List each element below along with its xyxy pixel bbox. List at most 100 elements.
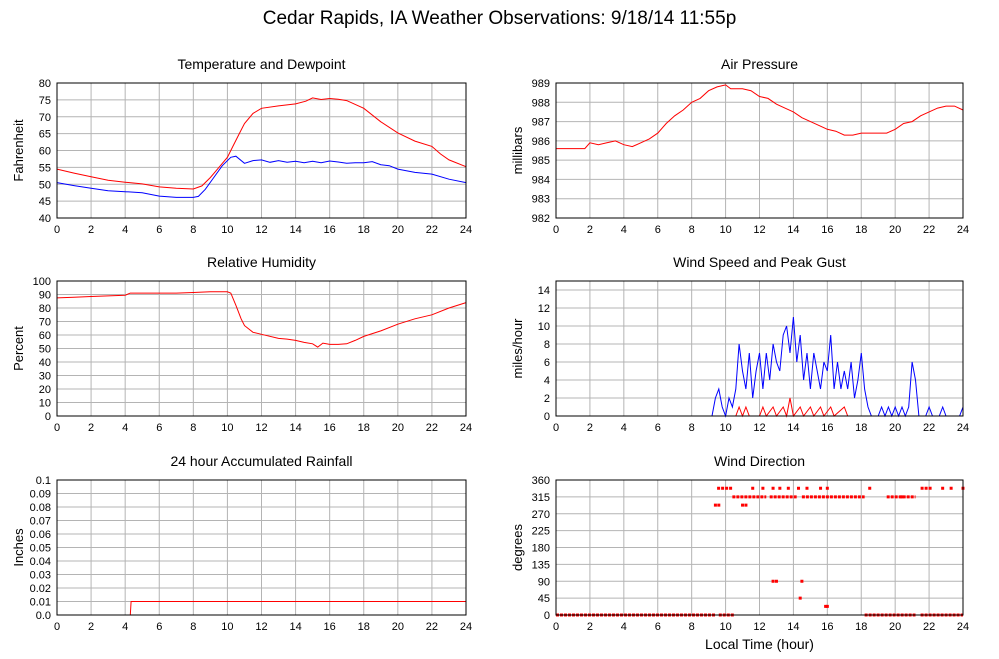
y-axis-label: Percent xyxy=(11,326,26,371)
direction-point xyxy=(774,579,778,583)
y-tick-label: 315 xyxy=(532,492,550,504)
x-tick-label: 14 xyxy=(289,224,301,236)
x-tick-label: 0 xyxy=(553,224,559,236)
y-tick-label: 0.06 xyxy=(30,529,51,541)
y-tick-label: 80 xyxy=(39,303,51,315)
x-tick-label: 10 xyxy=(719,422,731,434)
x-tick-label: 16 xyxy=(324,224,336,236)
direction-point xyxy=(800,579,804,583)
x-tick-label: 6 xyxy=(156,422,162,434)
direction-point xyxy=(949,486,953,490)
y-tick-label: 55 xyxy=(39,162,51,174)
x-tick-label: 2 xyxy=(587,621,593,633)
x-tick-label: 0 xyxy=(54,621,60,633)
x-tick-label: 8 xyxy=(190,224,196,236)
y-tick-label: 987 xyxy=(532,117,550,129)
y-tick-label: 0.02 xyxy=(30,583,51,595)
chart-title: Wind Direction xyxy=(714,453,805,469)
y-tick-label: 360 xyxy=(532,475,550,487)
plot-frame xyxy=(555,82,964,219)
chart-title: Temperature and Dewpoint xyxy=(177,56,345,72)
direction-point xyxy=(805,486,809,490)
x-tick-label: 8 xyxy=(689,422,695,434)
y-axis-label: Fahrenheit xyxy=(11,119,26,182)
y-tick-label: 45 xyxy=(538,593,550,605)
x-tick-label: 22 xyxy=(923,224,935,236)
x-tick-label: 22 xyxy=(426,422,438,434)
x-tick-label: 10 xyxy=(719,224,731,236)
y-tick-label: 0.09 xyxy=(30,489,51,501)
series-line-0 xyxy=(556,316,964,418)
y-tick-label: 65 xyxy=(39,129,51,141)
y-tick-label: 982 xyxy=(532,213,550,225)
x-tick-label: 12 xyxy=(753,621,765,633)
y-tick-label: 270 xyxy=(532,509,550,521)
x-tick-label: 20 xyxy=(392,621,404,633)
x-tick-label: 2 xyxy=(88,621,94,633)
x-tick-label: 8 xyxy=(190,621,196,633)
x-tick-label: 6 xyxy=(655,422,661,434)
x-tick-label: 20 xyxy=(392,224,404,236)
y-tick-label: 986 xyxy=(532,136,550,148)
direction-point xyxy=(778,486,782,490)
y-tick-label: 0 xyxy=(45,411,51,423)
x-tick-label: 8 xyxy=(689,224,695,236)
direction-point xyxy=(825,486,829,490)
x-tick-label: 16 xyxy=(324,621,336,633)
chart-title: 24 hour Accumulated Rainfall xyxy=(170,453,352,469)
direction-point xyxy=(771,579,775,583)
direction-point xyxy=(941,486,945,490)
x-tick-label: 22 xyxy=(426,224,438,236)
series-line-0 xyxy=(556,84,964,150)
x-tick-label: 4 xyxy=(122,224,128,236)
y-tick-label: 40 xyxy=(39,357,51,369)
y-tick-label: 45 xyxy=(39,196,51,208)
x-tick-label: 24 xyxy=(957,621,969,633)
x-tick-label: 2 xyxy=(88,422,94,434)
direction-point xyxy=(713,503,717,507)
x-tick-label: 4 xyxy=(122,422,128,434)
y-tick-label: 70 xyxy=(39,317,51,329)
direction-point xyxy=(771,486,775,490)
y-tick-label: 14 xyxy=(538,285,550,297)
y-tick-label: 90 xyxy=(538,576,550,588)
x-tick-label: 12 xyxy=(255,422,267,434)
y-tick-label: 30 xyxy=(39,371,51,383)
x-tick-label: 20 xyxy=(889,621,901,633)
y-tick-label: 0.07 xyxy=(30,516,51,528)
y-tick-label: 225 xyxy=(532,526,550,538)
direction-point xyxy=(900,495,904,499)
x-tick-label: 14 xyxy=(787,621,799,633)
x-tick-label: 20 xyxy=(392,422,404,434)
direction-point xyxy=(868,486,872,490)
y-axis-label: millibars xyxy=(510,126,525,174)
plot-frame xyxy=(56,82,467,219)
y-axis-label: degrees xyxy=(510,524,525,571)
x-tick-label: 6 xyxy=(655,224,661,236)
plot-frame xyxy=(555,280,964,417)
chart-title: Wind Speed and Peak Gust xyxy=(673,254,846,270)
x-tick-label: 6 xyxy=(156,224,162,236)
y-tick-label: 0 xyxy=(544,610,550,622)
x-tick-label: 0 xyxy=(553,422,559,434)
y-tick-label: 50 xyxy=(39,179,51,191)
x-tick-label: 6 xyxy=(156,621,162,633)
series-line-1 xyxy=(56,155,467,198)
x-tick-label: 16 xyxy=(821,621,833,633)
x-tick-label: 18 xyxy=(855,621,867,633)
y-tick-label: 983 xyxy=(532,194,550,206)
y-tick-label: 0.08 xyxy=(30,502,51,514)
x-tick-label: 4 xyxy=(122,621,128,633)
series-line-0 xyxy=(56,291,467,348)
x-tick-label: 14 xyxy=(289,621,301,633)
x-tick-label: 18 xyxy=(358,224,370,236)
x-tick-label: 14 xyxy=(289,422,301,434)
direction-point xyxy=(824,604,828,608)
x-tick-label: 18 xyxy=(358,621,370,633)
direction-point xyxy=(741,503,745,507)
y-tick-label: 0.0 xyxy=(36,610,51,622)
x-tick-label: 20 xyxy=(889,224,901,236)
x-tick-label: 0 xyxy=(54,224,60,236)
